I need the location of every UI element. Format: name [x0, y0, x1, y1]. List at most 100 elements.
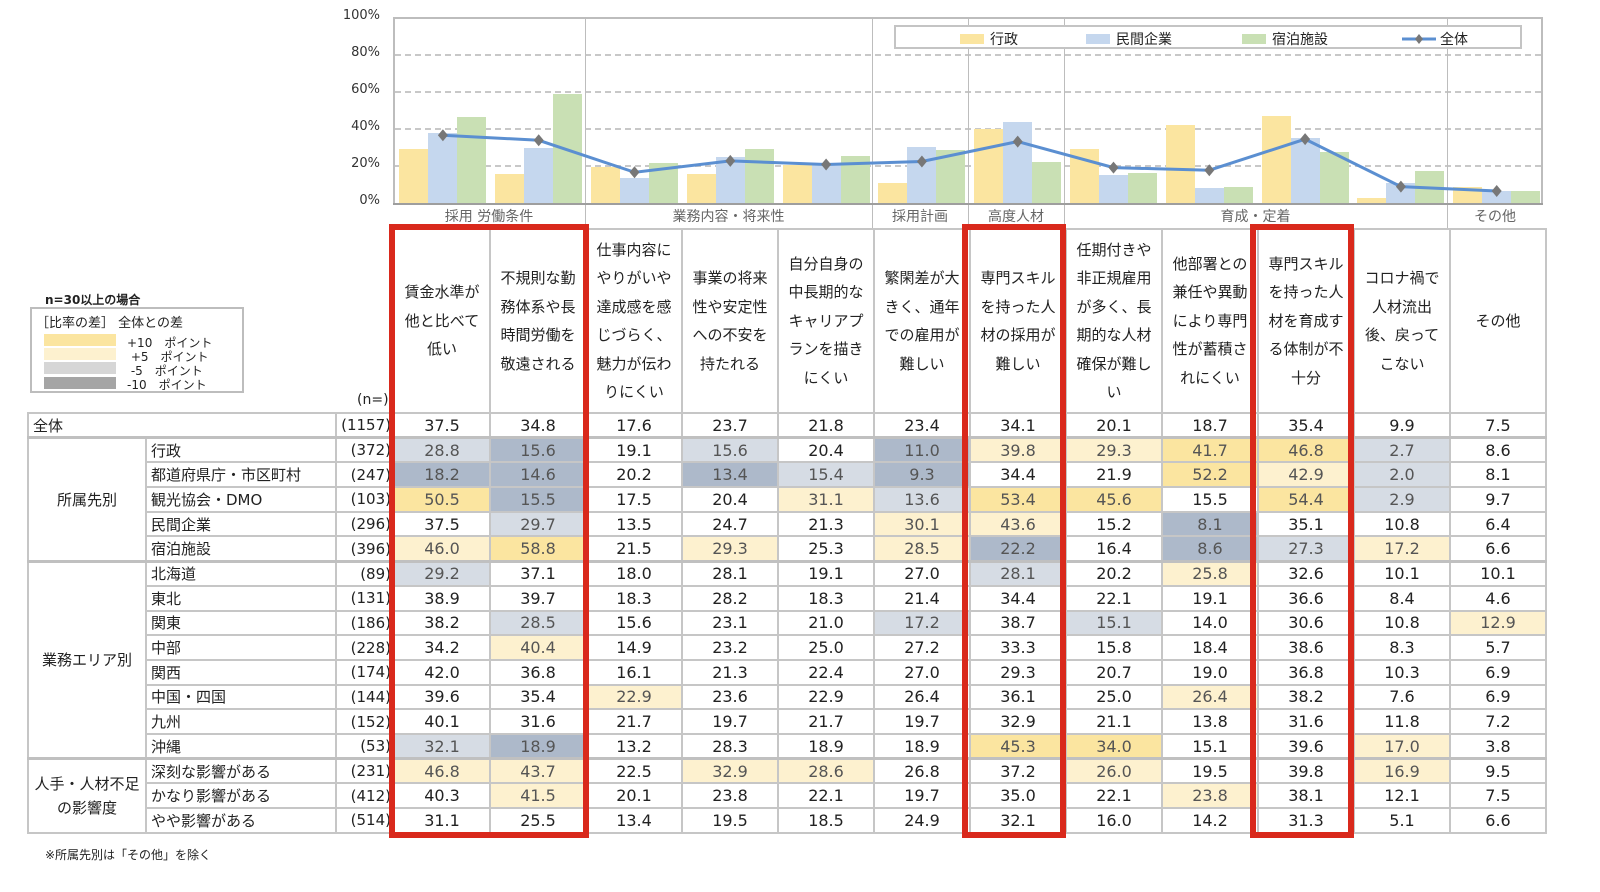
table-cell: 29.2 — [393, 559, 491, 587]
swatch-minus10 — [44, 377, 116, 389]
category-group-label: その他 — [1474, 209, 1516, 225]
table-cell: 53.4 — [969, 486, 1067, 513]
table-cell: 32.1 — [393, 732, 491, 760]
table-row: 中部 (228) 34.2 40.4 14.9 23.2 25.0 27.2 33.3 15.8 1… — [28, 634, 1547, 661]
legend-swatch — [960, 34, 984, 44]
diff-legend: ［比率の差］ 全体との差 +10 ポイント +5 ポイント -5 ポイント -1… — [30, 307, 244, 393]
row-group-label: 業務エリア別 — [27, 559, 147, 760]
table-cell: 38.9 — [393, 584, 491, 612]
table-cell: 3.8 — [1449, 732, 1547, 760]
row-label: 観光協会・DMO — [145, 486, 337, 513]
row-label: 宿泊施設 — [145, 535, 337, 563]
row-group-label: 人手・人材不足 の影響度 — [27, 757, 147, 834]
legend-label: 全体 — [1440, 32, 1468, 48]
table-cell: 15.8 — [1065, 634, 1163, 661]
row-label: 東北 — [145, 584, 337, 612]
diff-legend-header: ［比率の差］ 全体との差 — [36, 316, 184, 331]
table-cell: 14.2 — [1161, 807, 1259, 834]
group-separator — [1064, 19, 1065, 228]
table-cell: 36.8 — [1257, 658, 1355, 686]
group-separator — [585, 19, 586, 228]
table-cell: 26.0 — [1065, 757, 1163, 785]
table-cell: 26.4 — [873, 683, 971, 711]
table-cell: 14.6 — [489, 461, 587, 489]
table-cell: 17.5 — [585, 486, 683, 513]
table-cell: 13.4 — [681, 461, 779, 489]
table-cell: 41.5 — [489, 782, 587, 809]
legend-item-shukuhaku: 宿泊施設 — [1242, 29, 1328, 49]
table-cell: 20.1 — [585, 782, 683, 809]
table-cell: 18.9 — [777, 732, 875, 760]
table-cell: 25.8 — [1161, 559, 1259, 587]
table-cell: 36.8 — [489, 658, 587, 686]
row-label: 関東 — [145, 609, 337, 637]
table-cell: 19.1 — [585, 436, 683, 464]
table-cell: 15.6 — [585, 609, 683, 637]
sample-size: (1157) — [335, 412, 395, 439]
table-cell: 17.0 — [1353, 732, 1451, 760]
table-cell: 13.4 — [585, 807, 683, 834]
table-cell: 38.2 — [393, 609, 491, 637]
sample-size: (296) — [335, 510, 395, 538]
column-header: コロナ禍で人材流出後、戻ってこない — [1353, 228, 1451, 414]
table-cell: 31.6 — [1257, 708, 1355, 735]
row-label: 関西 — [145, 658, 337, 686]
group-separator — [872, 19, 873, 228]
table-cell: 37.2 — [969, 757, 1067, 785]
column-header: 専門スキルを持った人材を育成する体制が不十分 — [1257, 228, 1355, 414]
y-tick-0: 0% — [359, 193, 380, 208]
table-cell: 21.8 — [777, 412, 875, 439]
bar-gyosei — [1165, 125, 1195, 203]
bar-gyosei — [1453, 187, 1483, 203]
y-tick-80: 80% — [351, 45, 380, 60]
table-cell: 23.8 — [1161, 782, 1259, 809]
column-header: 仕事内容にやりがいや達成感を感じづらく、魅力が伝わりにくい — [585, 228, 683, 414]
table-cell: 39.8 — [969, 436, 1067, 464]
table-cell: 28.2 — [681, 584, 779, 612]
table-cell: 45.3 — [969, 732, 1067, 760]
sample-size: (174) — [335, 658, 395, 686]
category-group-label: 採用 労働条件 — [444, 209, 534, 225]
table-cell: 13.8 — [1161, 708, 1259, 735]
table-cell: 6.9 — [1449, 658, 1547, 686]
table-cell: 21.1 — [1065, 708, 1163, 735]
table-cell: 28.1 — [969, 559, 1067, 587]
bar-gyosei — [591, 167, 620, 203]
table-cell: 20.4 — [777, 436, 875, 464]
bar-shukuhaku — [1415, 171, 1445, 203]
bar-minkan — [1099, 174, 1128, 203]
table-cell: 10.1 — [1449, 559, 1547, 587]
table-row: かなり影響がある (412) 40.3 41.5 20.1 23.8 22.1 19.7 35.… — [28, 782, 1547, 809]
table-row: 所属先別 行政 (372) 28.8 15.6 19.1 15.6 20.4 11.0 39.8 2… — [27, 436, 1547, 563]
row-label: 都道府県庁・市区町村 — [145, 461, 337, 489]
table-cell: 35.4 — [489, 683, 587, 711]
legend-label: 民間企業 — [1116, 32, 1172, 48]
table-cell: 8.6 — [1449, 436, 1547, 464]
table-cell: 22.2 — [969, 535, 1067, 563]
table-cell: 32.9 — [681, 757, 779, 785]
table-cell: 20.7 — [1065, 658, 1163, 686]
diff-label: +5 ポイント — [127, 350, 209, 364]
table-cell: 38.7 — [969, 609, 1067, 637]
bar-minkan — [1386, 182, 1416, 203]
bar-minkan — [524, 147, 554, 203]
table-cell: 5.1 — [1353, 807, 1451, 834]
n-column-label: (n=) — [357, 392, 389, 408]
sample-size: (144) — [335, 683, 395, 711]
table-cell: 42.0 — [393, 658, 491, 686]
table-cell: 27.3 — [1257, 535, 1355, 563]
table-cell: 15.1 — [1161, 732, 1259, 760]
table-cell: 18.2 — [393, 461, 491, 489]
row-label: 行政 — [145, 436, 337, 464]
table-cell: 10.8 — [1353, 510, 1451, 538]
sample-size: (247) — [335, 461, 395, 489]
table-cell: 37.5 — [393, 510, 491, 538]
table-cell: 22.5 — [585, 757, 683, 785]
table-cell: 6.4 — [1449, 510, 1547, 538]
group-label-line: 人手・人材不足 — [34, 774, 140, 793]
bar-shukuhaku — [1511, 190, 1541, 203]
table-cell: 18.4 — [1161, 634, 1259, 661]
legend-item-minkan: 民間企業 — [1086, 29, 1172, 49]
table-cell: 22.4 — [777, 658, 875, 686]
bar-minkan — [715, 157, 745, 203]
